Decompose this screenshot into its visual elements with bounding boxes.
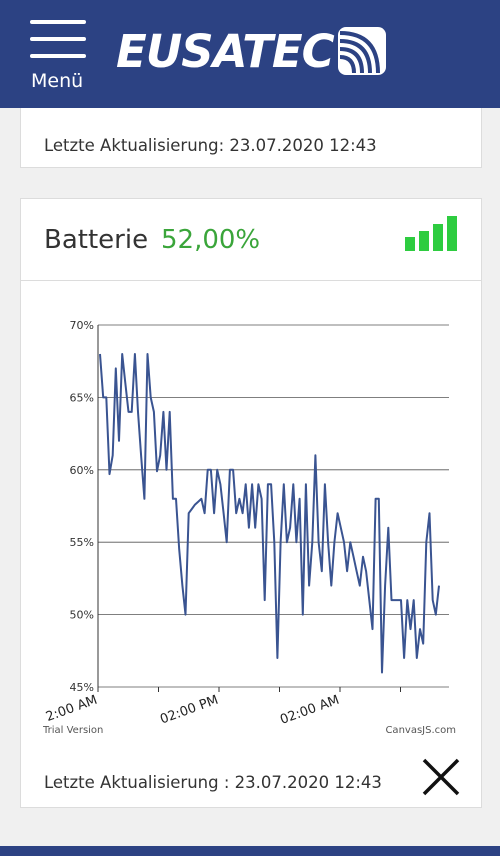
battery-card: Batterie 52,00% 45% 50% 55% 60% 65% 70% 2:00 A… xyxy=(20,198,482,808)
y-tick-label: 50% xyxy=(70,609,94,622)
logo-waves-icon xyxy=(337,27,386,75)
info-card-top: Letzte Aktualisierung: 23.07.2020 12:43 xyxy=(20,108,482,168)
battery-card-header: Batterie 52,00% xyxy=(21,199,481,281)
trial-version-label: Trial Version xyxy=(43,725,103,736)
app-header: Menü EUSATEC xyxy=(0,0,500,108)
x-tick-label: 2:00 AM xyxy=(44,693,99,725)
menu-label: Menü xyxy=(31,70,84,92)
y-tick-label: 55% xyxy=(70,536,94,549)
canvasjs-credit-link: CanvasJS.com xyxy=(385,725,456,736)
menu-button[interactable]: Menü xyxy=(28,18,90,98)
logo-text: EUSATEC xyxy=(116,24,335,78)
y-tick-label: 70% xyxy=(70,319,94,332)
y-tick-label: 45% xyxy=(70,681,94,694)
series-line xyxy=(99,353,440,674)
last-update-text: Letzte Aktualisierung: 23.07.2020 12:43 xyxy=(44,136,377,155)
battery-chart: 45% 50% 55% 60% 65% 70% 2:00 AM 02:00 PM 02:00 A… xyxy=(43,319,456,736)
battery-last-update: Letzte Aktualisierung : 23.07.2020 12:43 xyxy=(44,773,382,792)
x-tick-label: 02:00 PM xyxy=(158,693,220,728)
close-icon[interactable] xyxy=(421,757,461,797)
battery-title: Batterie xyxy=(44,225,149,255)
battery-value: 52,00% xyxy=(161,225,261,255)
eusatec-logo[interactable]: EUSATEC xyxy=(116,24,386,78)
y-tick-label: 65% xyxy=(70,391,94,404)
y-tick-label: 60% xyxy=(70,464,94,477)
x-tick-label: 02:00 AM xyxy=(278,693,341,728)
bottom-bar xyxy=(0,846,500,856)
signal-bars-icon xyxy=(405,215,457,251)
